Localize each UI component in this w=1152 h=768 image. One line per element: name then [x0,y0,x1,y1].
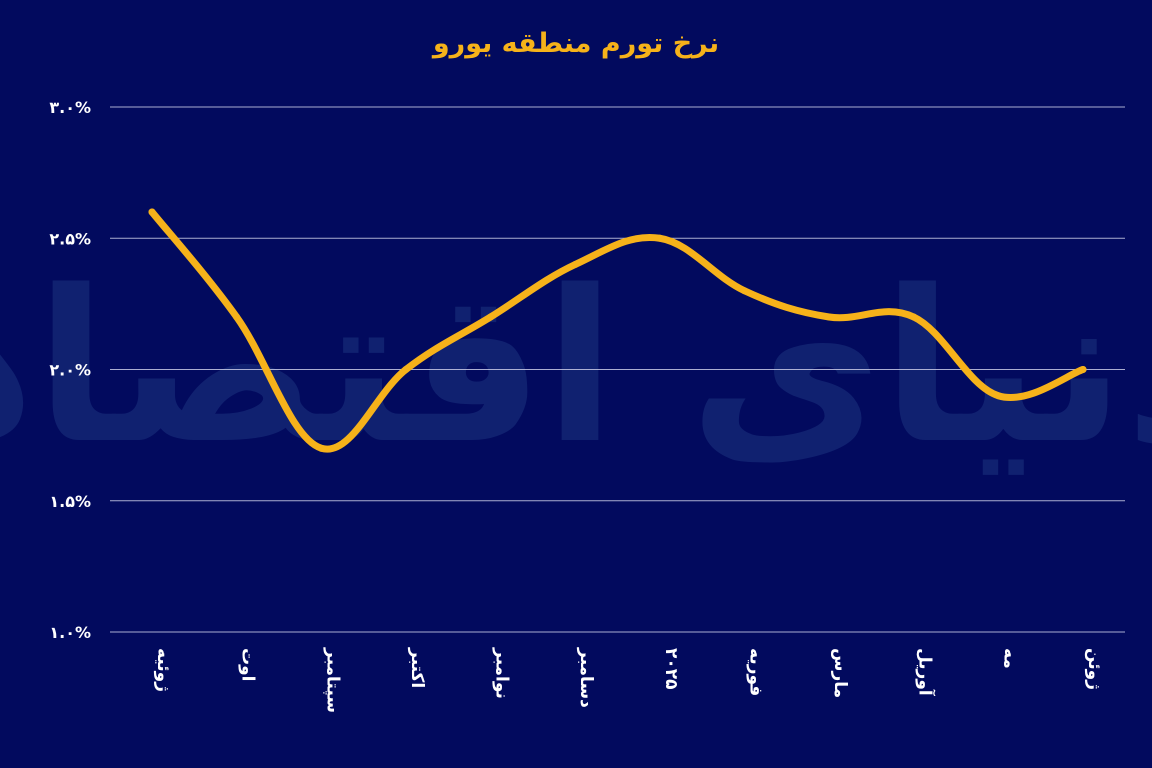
y-tick-label: ۱.۵% [49,492,91,511]
y-tick-label: ۱.۰% [49,623,91,642]
x-tick-label: دسامبر [576,647,596,708]
data-point [656,234,664,242]
y-axis: ۱.۰% ۱.۵% ۲.۰% ۲.۵% ۳.۰% [49,98,91,642]
series-line [148,208,1087,453]
y-tick-label: ۲.۰% [49,361,91,380]
x-tick-label: نوامبر [492,647,512,699]
chart-title: نرخ تورم منطقه یورو [432,28,720,59]
data-point [487,313,495,321]
x-axis: ژوئیه اوت سپتامبر اکتبر نوامبر دسامبر ۲۰۲۵ فوری… [153,647,1104,713]
data-point [994,392,1002,400]
data-point [571,261,579,268]
watermark-text: دنیای اقتصاد [0,245,1152,490]
data-point [740,287,748,295]
x-tick-label: ۲۰۲۵ [661,648,681,690]
grid-lines [110,106,1125,633]
x-tick-label: ژوئیه [153,648,173,692]
data-point [402,366,410,373]
data-point [1079,366,1087,373]
series-layer [148,208,1087,453]
data-point [148,208,156,216]
data-point [317,444,325,452]
watermark-logo: دنیای اقتصاد [0,245,1152,490]
x-tick-label: مارس [830,648,850,698]
x-tick-label: مه [999,648,1019,669]
x-tick-label: اکتبر [407,647,427,688]
data-point [910,313,918,321]
y-tick-label: ۲.۵% [49,229,91,248]
x-tick-label: ژوئن [1084,648,1104,690]
x-tick-label: فوریه [745,648,765,696]
x-tick-label: اوت [238,648,258,681]
data-point [825,313,833,321]
x-tick-label: سپتامبر [322,647,342,713]
y-tick-label: ۳.۰% [49,98,91,117]
data-point [233,313,241,321]
x-tick-label: آوریل [915,648,937,697]
